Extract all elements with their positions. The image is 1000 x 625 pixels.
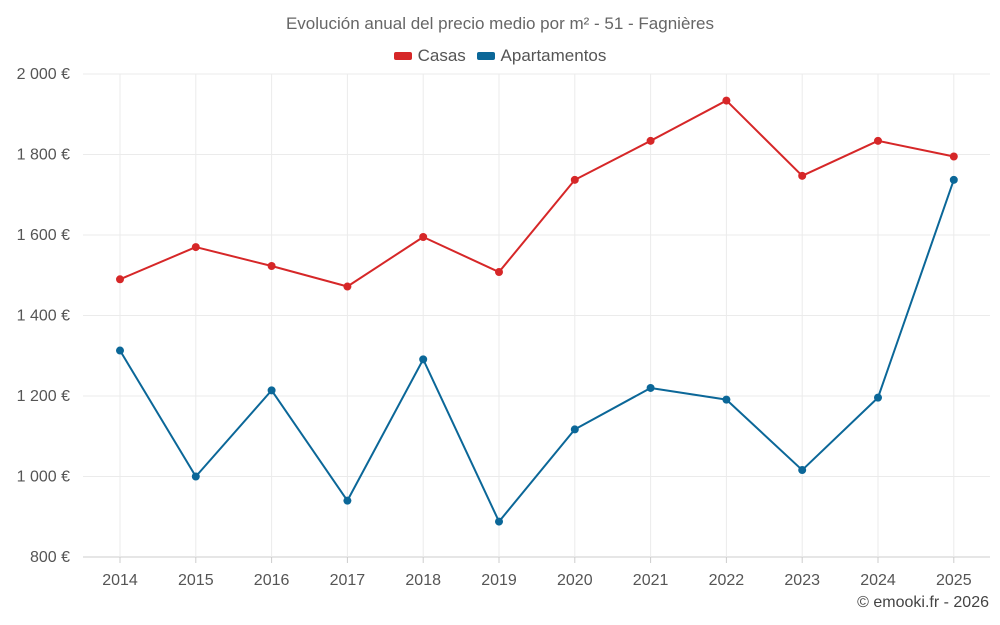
data-point-casas[interactable] [798,171,807,180]
chart-series [116,96,958,526]
chart-title: Evolución anual del precio medio por m² … [285,14,715,33]
x-tick-label: 2018 [405,572,441,589]
data-point-casas[interactable] [722,96,731,105]
y-tick-label: 2 000 € [17,66,70,83]
legend-item-casas[interactable]: Casas [393,46,466,66]
data-point-casas[interactable] [949,152,958,161]
data-point-apartamentos[interactable] [495,517,503,526]
credit-text: © emooki.fr - 2026 [857,594,989,611]
data-point-casas[interactable] [267,261,276,270]
data-point-apartamentos[interactable] [798,466,807,475]
x-tick-label: 2017 [330,572,366,589]
y-tick-label: 1 400 € [17,308,70,325]
data-point-casas[interactable] [191,243,200,252]
x-tick-label: 2020 [557,572,593,589]
data-point-apartamentos[interactable] [949,175,958,184]
data-point-apartamentos[interactable] [343,496,352,505]
data-point-apartamentos[interactable] [874,393,882,402]
chart-axes: 800 € 1 000 € 1 200 € 1 400 € 1 600 € 1 800 €… [17,66,972,589]
y-tick-label: 1 000 € [17,469,70,486]
x-tick-label: 2024 [860,572,896,589]
x-tick-label: 2014 [102,572,138,589]
data-point-apartamentos[interactable] [722,395,731,404]
y-tick-label: 800 € [30,549,70,566]
x-tick-label: 2019 [481,572,517,589]
data-point-casas[interactable] [116,275,124,284]
data-point-apartamentos[interactable] [267,386,276,395]
x-tick-label: 2022 [709,572,745,589]
data-point-apartamentos[interactable] [570,425,579,434]
data-point-apartamentos[interactable] [191,472,200,481]
x-tick-label: 2016 [254,572,290,589]
x-tick-label: 2023 [784,572,820,589]
data-point-casas[interactable] [419,233,428,242]
chart-grid [83,73,990,558]
data-point-casas[interactable] [874,136,882,145]
y-tick-label: 1 800 € [17,147,70,164]
legend-label-casas: Casas [417,46,466,65]
x-tick-label: 2015 [178,572,214,589]
data-point-apartamentos[interactable] [419,355,428,364]
data-point-casas[interactable] [343,282,352,291]
x-tick-label: 2021 [633,572,669,589]
legend-item-apartamentos[interactable]: Apartamentos [476,46,607,66]
y-tick-label: 1 600 € [17,227,70,244]
x-tick-label: 2025 [936,572,972,589]
data-point-casas[interactable] [495,268,503,277]
legend-label-apartamentos: Apartamentos [500,46,607,65]
series-line-casas [119,99,955,288]
data-point-apartamentos[interactable] [116,346,124,355]
legend-swatch-apartamentos [476,52,495,60]
series-line-apartamentos [119,179,955,523]
legend-swatch-casas [393,52,412,60]
data-point-casas[interactable] [570,175,579,184]
data-point-apartamentos[interactable] [646,383,655,392]
chart-legend: Casas Apartamentos [0,45,1000,66]
y-tick-label: 1 200 € [17,388,70,405]
data-point-casas[interactable] [646,136,655,145]
